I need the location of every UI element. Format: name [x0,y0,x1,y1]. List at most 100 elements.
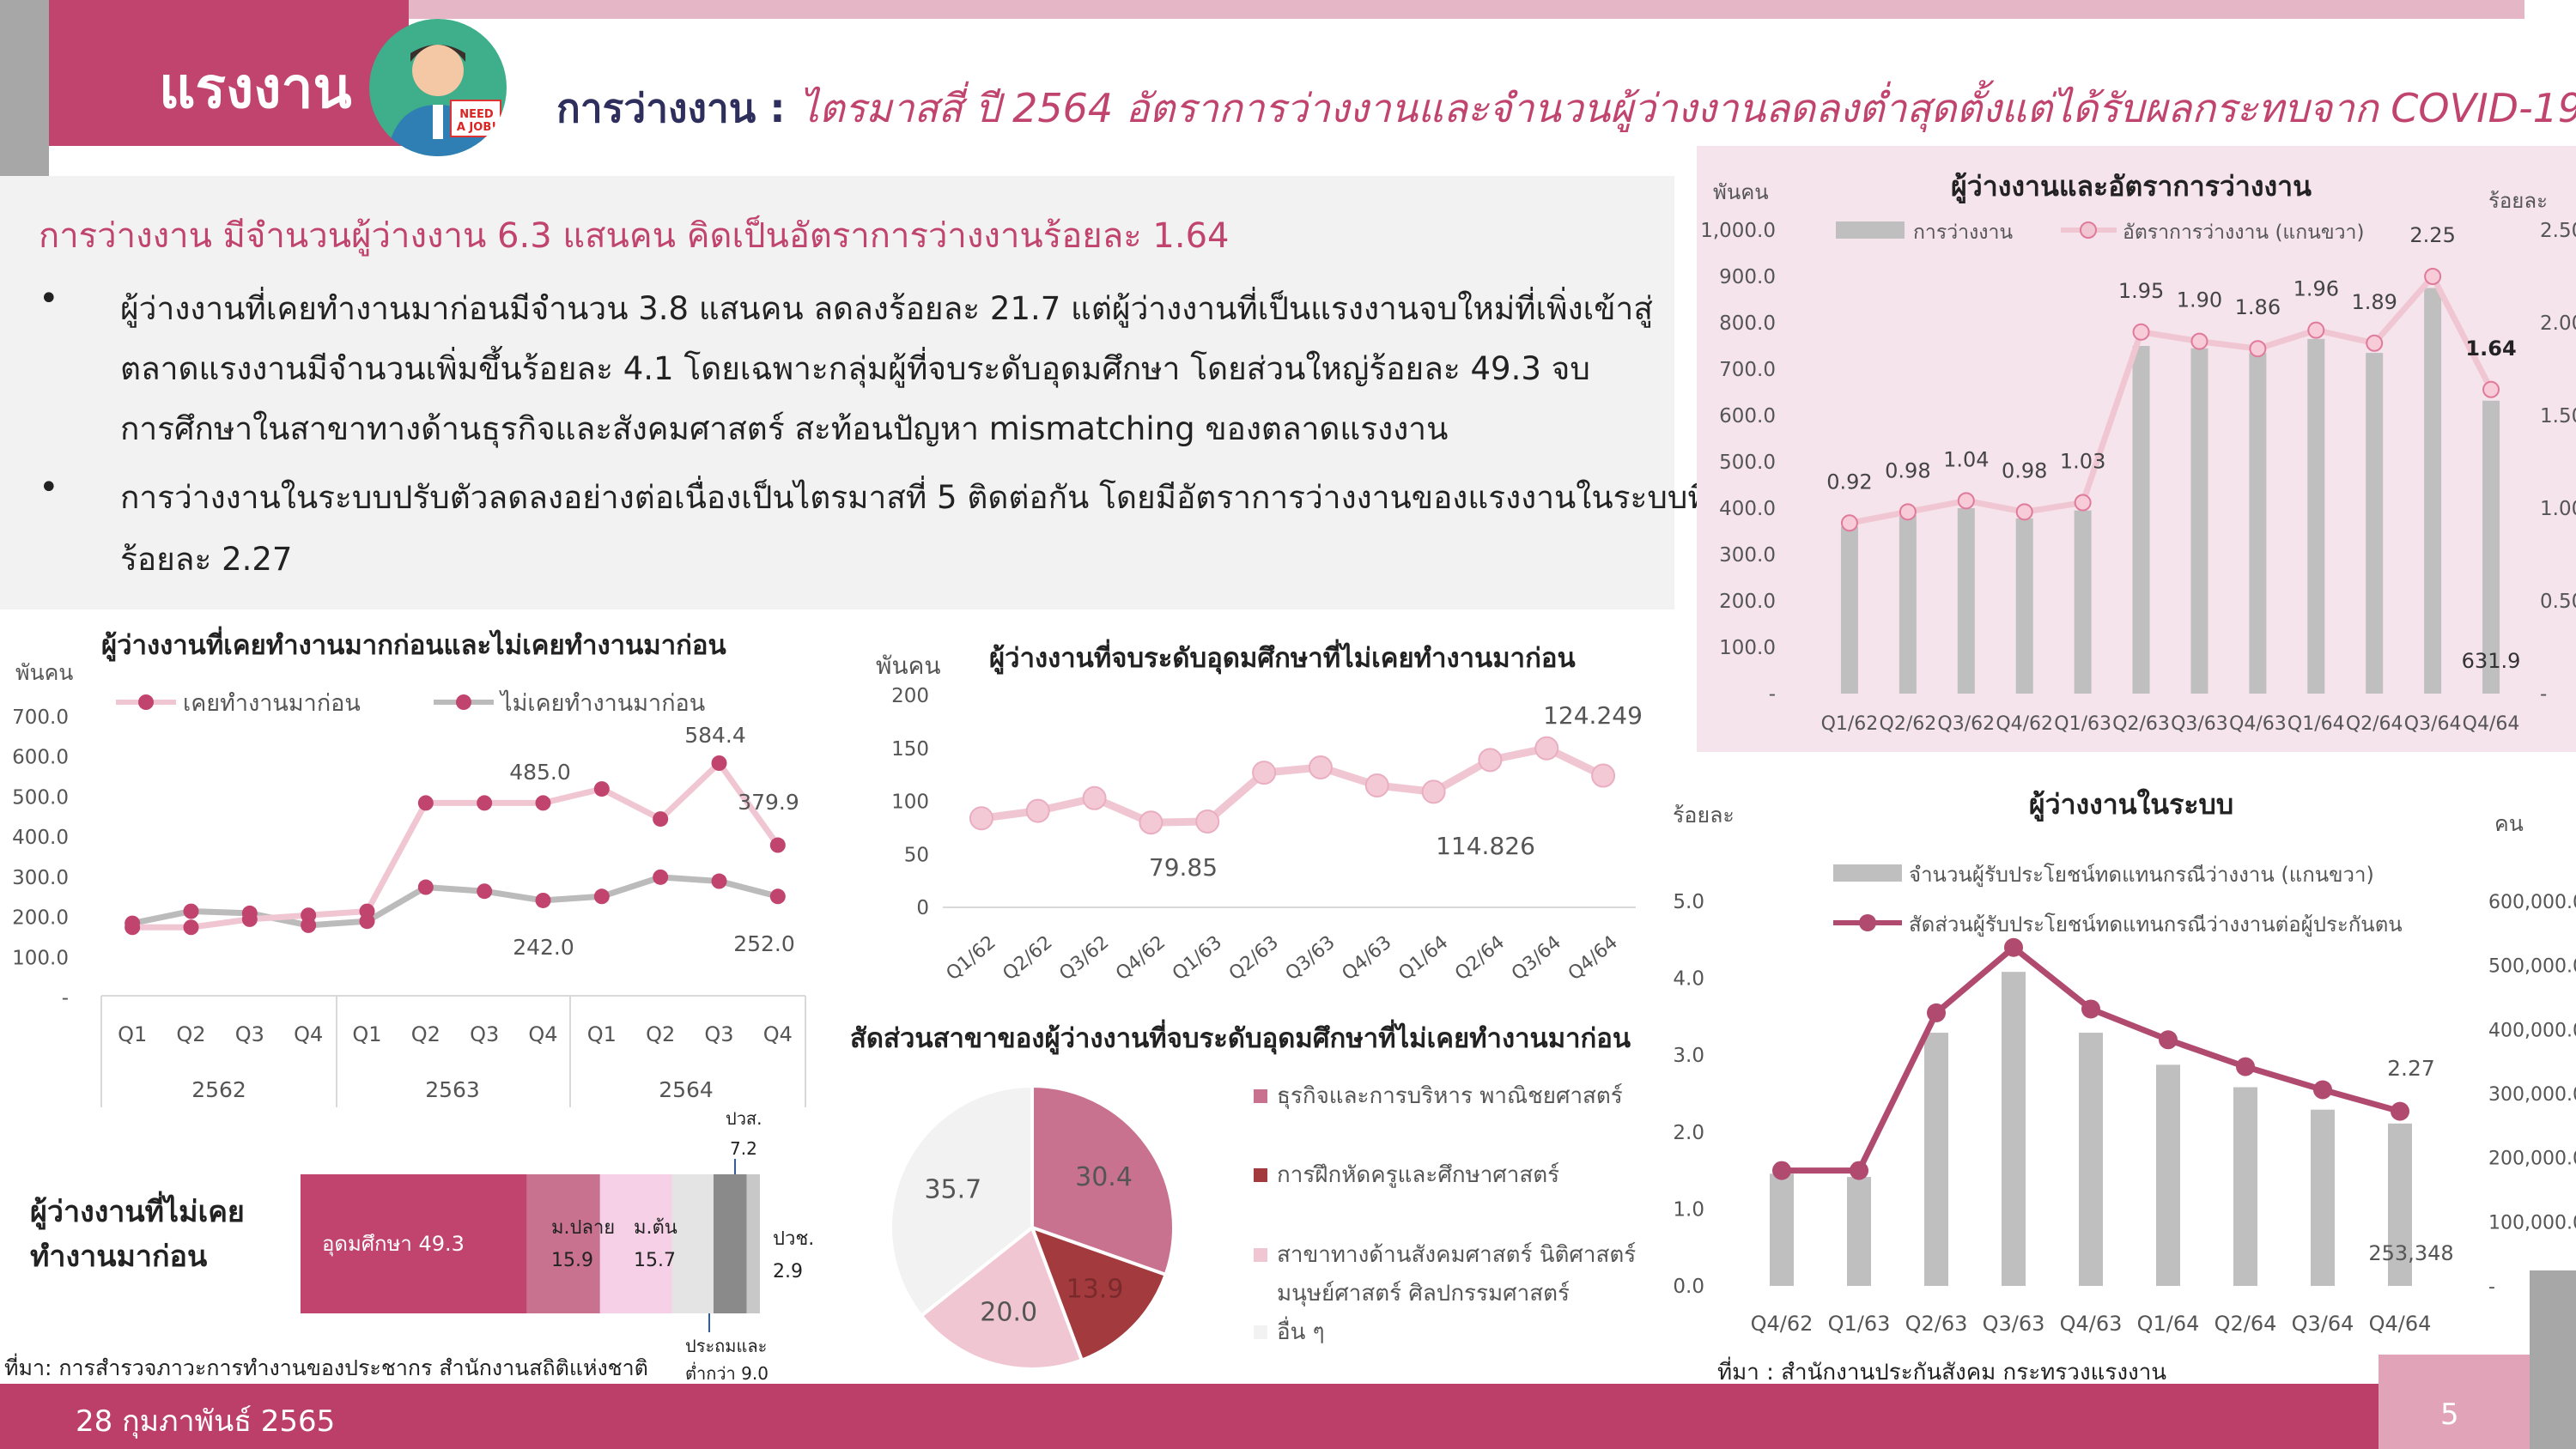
chart6-y2tick: 200,000.0 [2488,1149,2576,1170]
chart1-rate-point [2424,268,2442,285]
chart1-ytick: 300.0 [1719,544,1776,567]
chart5-segment [301,1174,527,1313]
chart5-label: อุดมศึกษา 49.3 [322,1232,465,1257]
chart1-legend-bar-swatch [1836,221,1905,239]
chart2-value-label: 485.0 [509,760,571,785]
chart1-y2tick: - [2540,683,2547,706]
chart3-xtick: Q4/63 [1338,931,1395,985]
chart6-ytick: 2.0 [1673,1122,1704,1144]
chart1-rate-line [1849,270,2494,526]
chart1-rate-point [1840,514,1858,532]
chart4-title: สัดส่วนสาขาของผู้ว่างงานที่จบระดับอุดมศึ… [850,1019,1631,1055]
chart3-value-label: 114.826 [1436,832,1535,860]
chart1-ytick: 600.0 [1719,405,1776,427]
chart1-bar [2482,400,2500,694]
chart4-legend-swatch [1254,1325,1267,1339]
chart2-ytick: 500.0 [12,786,69,809]
chart2-ytick: 200.0 [12,907,69,930]
chart1-ytick: 200.0 [1719,591,1776,613]
chart6-xtick: Q3/64 [2292,1312,2354,1336]
chart2-xtick: Q1 [118,1022,147,1046]
chart3-ytick: 50 [904,844,929,866]
chart6-xtick: Q3/63 [1983,1312,2045,1336]
chart1-bar [2366,353,2384,694]
chart3-point [1025,798,1050,823]
chart6-bar [2311,1109,2335,1286]
headline: การว่างงาน : ไตรมาสสี่ ปี 2564 อัตราการว… [556,77,2576,140]
chart6-legend-line-dot [1859,914,1876,931]
chart6-y2tick: 500,000.0 [2488,956,2576,978]
chart1-xtick: Q1/62 [1821,713,1879,735]
section-title: แรงงาน [159,55,352,121]
chart2-point [769,837,786,853]
chart2-ylabel: พันคน [15,660,73,685]
chart6-rate-point [2313,1080,2332,1100]
chart3-point [1195,809,1220,834]
chart6-rate-point [2236,1057,2255,1076]
chart1-bar [2307,338,2325,694]
chart2-value-label: 252.0 [733,931,795,956]
chart2-value-label: 379.9 [738,790,799,815]
chart6-xtick: Q1/64 [2137,1312,2200,1336]
chart6-ytick: 5.0 [1673,891,1704,913]
chart1-ytick: 100.0 [1719,637,1776,659]
chart1-rate-label: 1.64 [2465,336,2516,361]
chart2-legend-2-dot [456,694,471,710]
need-job-badge: NEED A JOB! [456,108,497,134]
chart2-point [535,892,551,908]
chart3-ylabel: พันคน [876,652,940,680]
chart3-point [969,806,993,831]
chart3-xtick: Q2/64 [1451,931,1509,985]
chart2-point [417,879,434,895]
chart2-point [183,903,199,919]
headline-sub: ไตรมาสสี่ ปี 2564 อัตราการว่างงานและจำนว… [799,85,2576,131]
footer-gray-block [2530,1270,2576,1449]
chart2-point [711,755,727,772]
chart1-bar [2424,288,2442,694]
chart2-point [653,869,669,885]
chart3-line [981,744,1606,827]
chart5-title: ผู้ว่างงานที่ไม่เคย [30,1191,245,1230]
chart1-xtick: Q4/63 [2229,713,2287,735]
chart1-rate-point [2249,340,2267,358]
chart4-legend-label: ธุรกิจและการบริหาร พาณิชยศาสตร์ [1277,1083,1623,1109]
chart6-legend-line: สัดส่วนผู้รับประโยชน์ทดแทนกรณีว่างงานต่อ… [1909,912,2403,937]
chart2-point [241,911,258,927]
chart2-point [417,795,434,811]
chart4-slice [919,1224,1084,1371]
bullet-1-line-3: การศึกษาในสาขาทางด้านธุรกิจและสังคมศาสตร… [120,410,1449,447]
chart2-series-line [131,874,779,929]
chart1-rate-label: 1.95 [2118,279,2164,303]
chart4-slice-label: 13.9 [1066,1275,1124,1305]
chart2-value-label: 242.0 [513,935,574,960]
chart6-xtick: Q2/64 [2215,1312,2277,1336]
chart1-rate-point [2015,503,2033,521]
chart1-xtick: Q4/64 [2463,713,2520,735]
chart6-xtick: Q1/63 [1828,1312,1891,1336]
chart1-legend-line: อัตราการว่างงาน (แกนขวา) [2123,221,2364,244]
chart4-legend-label: มนุษย์ศาสตร์ ศิลปกรรมศาสตร์ [1277,1281,1570,1307]
source-left: ที่มา: การสำรวจภาวะการทำงานของประชากร สำ… [4,1355,648,1380]
chart6-legend-bar: จำนวนผู้รับประโยชน์ทดแทนกรณีว่างงาน (แกน… [1909,863,2374,888]
summary-box [0,176,1674,609]
chart3-ytick: 150 [891,738,929,761]
chart6-rate-point [1850,1161,1868,1180]
chart-prior-work: ผู้ว่างงานที่เคยทำงานมากก่อนและไม่เคยทำง… [12,626,806,1107]
page-number: 5 [2440,1397,2459,1432]
bullet-1-line-2: ตลาดแรงงานมีจำนวนเพิ่มขึ้นร้อยละ 4.1 โดย… [120,350,1590,387]
chart1-bar [2132,346,2150,694]
footer-date: 28 กุมภาพันธ์ 2565 [76,1404,336,1439]
chart2-group: 2562 [191,1077,246,1102]
chart1-xtick: Q4/62 [1996,713,2053,735]
summary-title: การว่างงาน มีจำนวนผู้ว่างงาน 6.3 แสนคน ค… [39,216,1230,256]
chart6-y2tick: 600,000.0 [2488,892,2576,913]
chart2-xtick: Q4 [294,1022,323,1046]
chart5-segment [526,1174,600,1313]
chart3-xtick: Q3/62 [1055,931,1113,985]
chart6-bar [2079,1033,2103,1286]
chart6-xtick: Q4/64 [2369,1312,2432,1336]
chart2-value-label: 584.4 [684,723,746,748]
chart1-rate-point [2366,334,2384,352]
chart1-xtick: Q2/62 [1880,713,1937,735]
